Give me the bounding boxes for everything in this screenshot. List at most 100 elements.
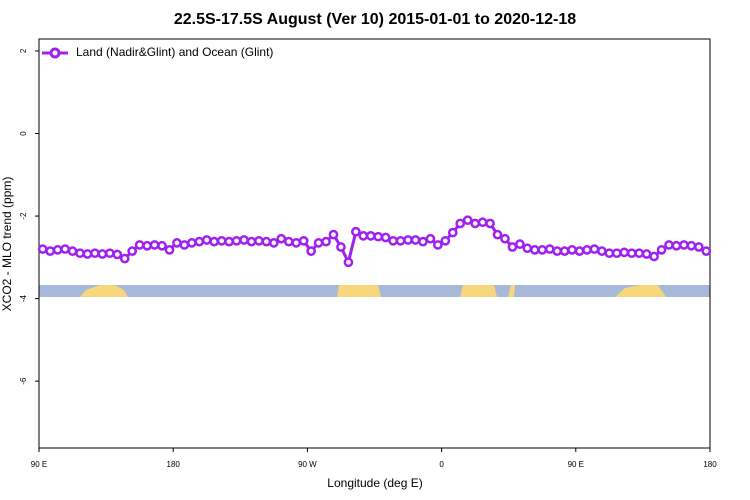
land-band xyxy=(508,285,515,297)
data-point xyxy=(619,247,630,258)
data-point xyxy=(336,242,346,252)
data-point xyxy=(97,249,108,259)
data-point xyxy=(395,235,406,246)
data-point xyxy=(127,246,138,256)
x-tick-label: 180 xyxy=(703,460,717,469)
data-point xyxy=(269,238,279,248)
land-band xyxy=(337,285,381,297)
land-band xyxy=(460,285,497,297)
land-ocean-strip xyxy=(39,285,710,297)
data-point xyxy=(686,240,697,251)
data-point xyxy=(313,238,324,248)
data-point xyxy=(582,245,592,255)
data-point xyxy=(552,246,563,256)
data-point xyxy=(52,245,63,255)
data-point xyxy=(641,249,652,259)
legend-marker xyxy=(49,47,61,59)
data-point xyxy=(701,246,712,256)
y-tick-label: 0 xyxy=(19,131,28,136)
data-point xyxy=(321,236,331,247)
x-tick-label: 90 W xyxy=(298,460,317,469)
y-axis-label: XCO2 - MLO trend (ppm) xyxy=(0,177,14,312)
data-point xyxy=(500,233,510,244)
data-point xyxy=(298,235,309,246)
data-point xyxy=(209,236,220,247)
data-point xyxy=(589,244,600,254)
data-point xyxy=(67,246,78,256)
legend: Land (Nadir&Glint) and Ocean (Glint) xyxy=(42,45,273,59)
data-point xyxy=(537,245,548,255)
data-point xyxy=(477,217,488,228)
data-point xyxy=(328,229,339,240)
x-axis-label: Longitude (deg E) xyxy=(327,476,422,490)
data-point xyxy=(597,246,607,256)
data-point xyxy=(216,235,227,246)
data-point xyxy=(433,240,443,250)
data-point xyxy=(90,248,100,259)
data-point xyxy=(418,236,428,247)
data-point xyxy=(410,235,421,245)
data-point xyxy=(515,239,525,249)
data-point xyxy=(60,244,70,254)
data-point xyxy=(529,245,540,255)
data-point xyxy=(634,248,645,259)
data-point xyxy=(388,235,398,246)
data-point xyxy=(664,240,674,250)
data-point xyxy=(604,248,615,259)
data-point xyxy=(522,243,533,254)
data-point xyxy=(179,240,190,250)
y-tick-label: -4 xyxy=(19,294,28,302)
data-point xyxy=(440,235,451,246)
data-point xyxy=(164,245,175,255)
data-point xyxy=(239,235,249,245)
data-point xyxy=(403,235,413,245)
data-point xyxy=(611,248,622,259)
data-point xyxy=(455,218,466,229)
data-point xyxy=(37,244,48,254)
data-point xyxy=(104,248,115,259)
plot-frame xyxy=(38,38,711,449)
data-point xyxy=(559,246,570,256)
legend-label: Land (Nadir&Glint) and Ocean (Glint) xyxy=(76,45,273,59)
data-point xyxy=(380,232,391,243)
chart-title: 22.5S-17.5S August (Ver 10) 2015-01-01 t… xyxy=(174,11,576,28)
data-point xyxy=(649,251,659,262)
data-point xyxy=(485,218,495,229)
data-point xyxy=(276,233,287,244)
data-point xyxy=(567,245,577,255)
x-tick-label: 90 E xyxy=(31,460,47,469)
data-point xyxy=(224,236,234,247)
y-tick-label: 2 xyxy=(19,48,28,53)
data-point xyxy=(365,231,376,241)
x-tick-label: 90 E xyxy=(568,460,584,469)
data-point xyxy=(261,236,272,247)
data-point xyxy=(507,242,518,252)
y-tick-label: -2 xyxy=(19,212,28,220)
land-band xyxy=(615,285,666,297)
data-point xyxy=(470,218,480,229)
data-point xyxy=(544,244,555,254)
data-point xyxy=(201,235,212,245)
data-point xyxy=(149,240,160,250)
data-point xyxy=(574,246,585,256)
data-point xyxy=(462,215,473,226)
data-point xyxy=(194,236,205,247)
data-point xyxy=(626,248,637,259)
x-tick-label: 0 xyxy=(439,460,444,469)
land-band xyxy=(80,285,128,297)
data-point xyxy=(343,257,354,268)
data-point xyxy=(291,238,302,248)
data-point xyxy=(447,227,458,238)
data-point xyxy=(306,246,316,256)
data-point xyxy=(231,235,242,246)
data-point xyxy=(425,233,436,244)
y-tick-label: -6 xyxy=(19,377,28,385)
data-point xyxy=(671,240,682,251)
data-point xyxy=(75,248,85,259)
data-point xyxy=(82,249,93,259)
data-point xyxy=(373,231,384,242)
x-tick-label: 180 xyxy=(167,460,181,469)
data-point xyxy=(351,226,361,237)
data-point xyxy=(142,240,152,251)
data-point xyxy=(119,253,130,264)
